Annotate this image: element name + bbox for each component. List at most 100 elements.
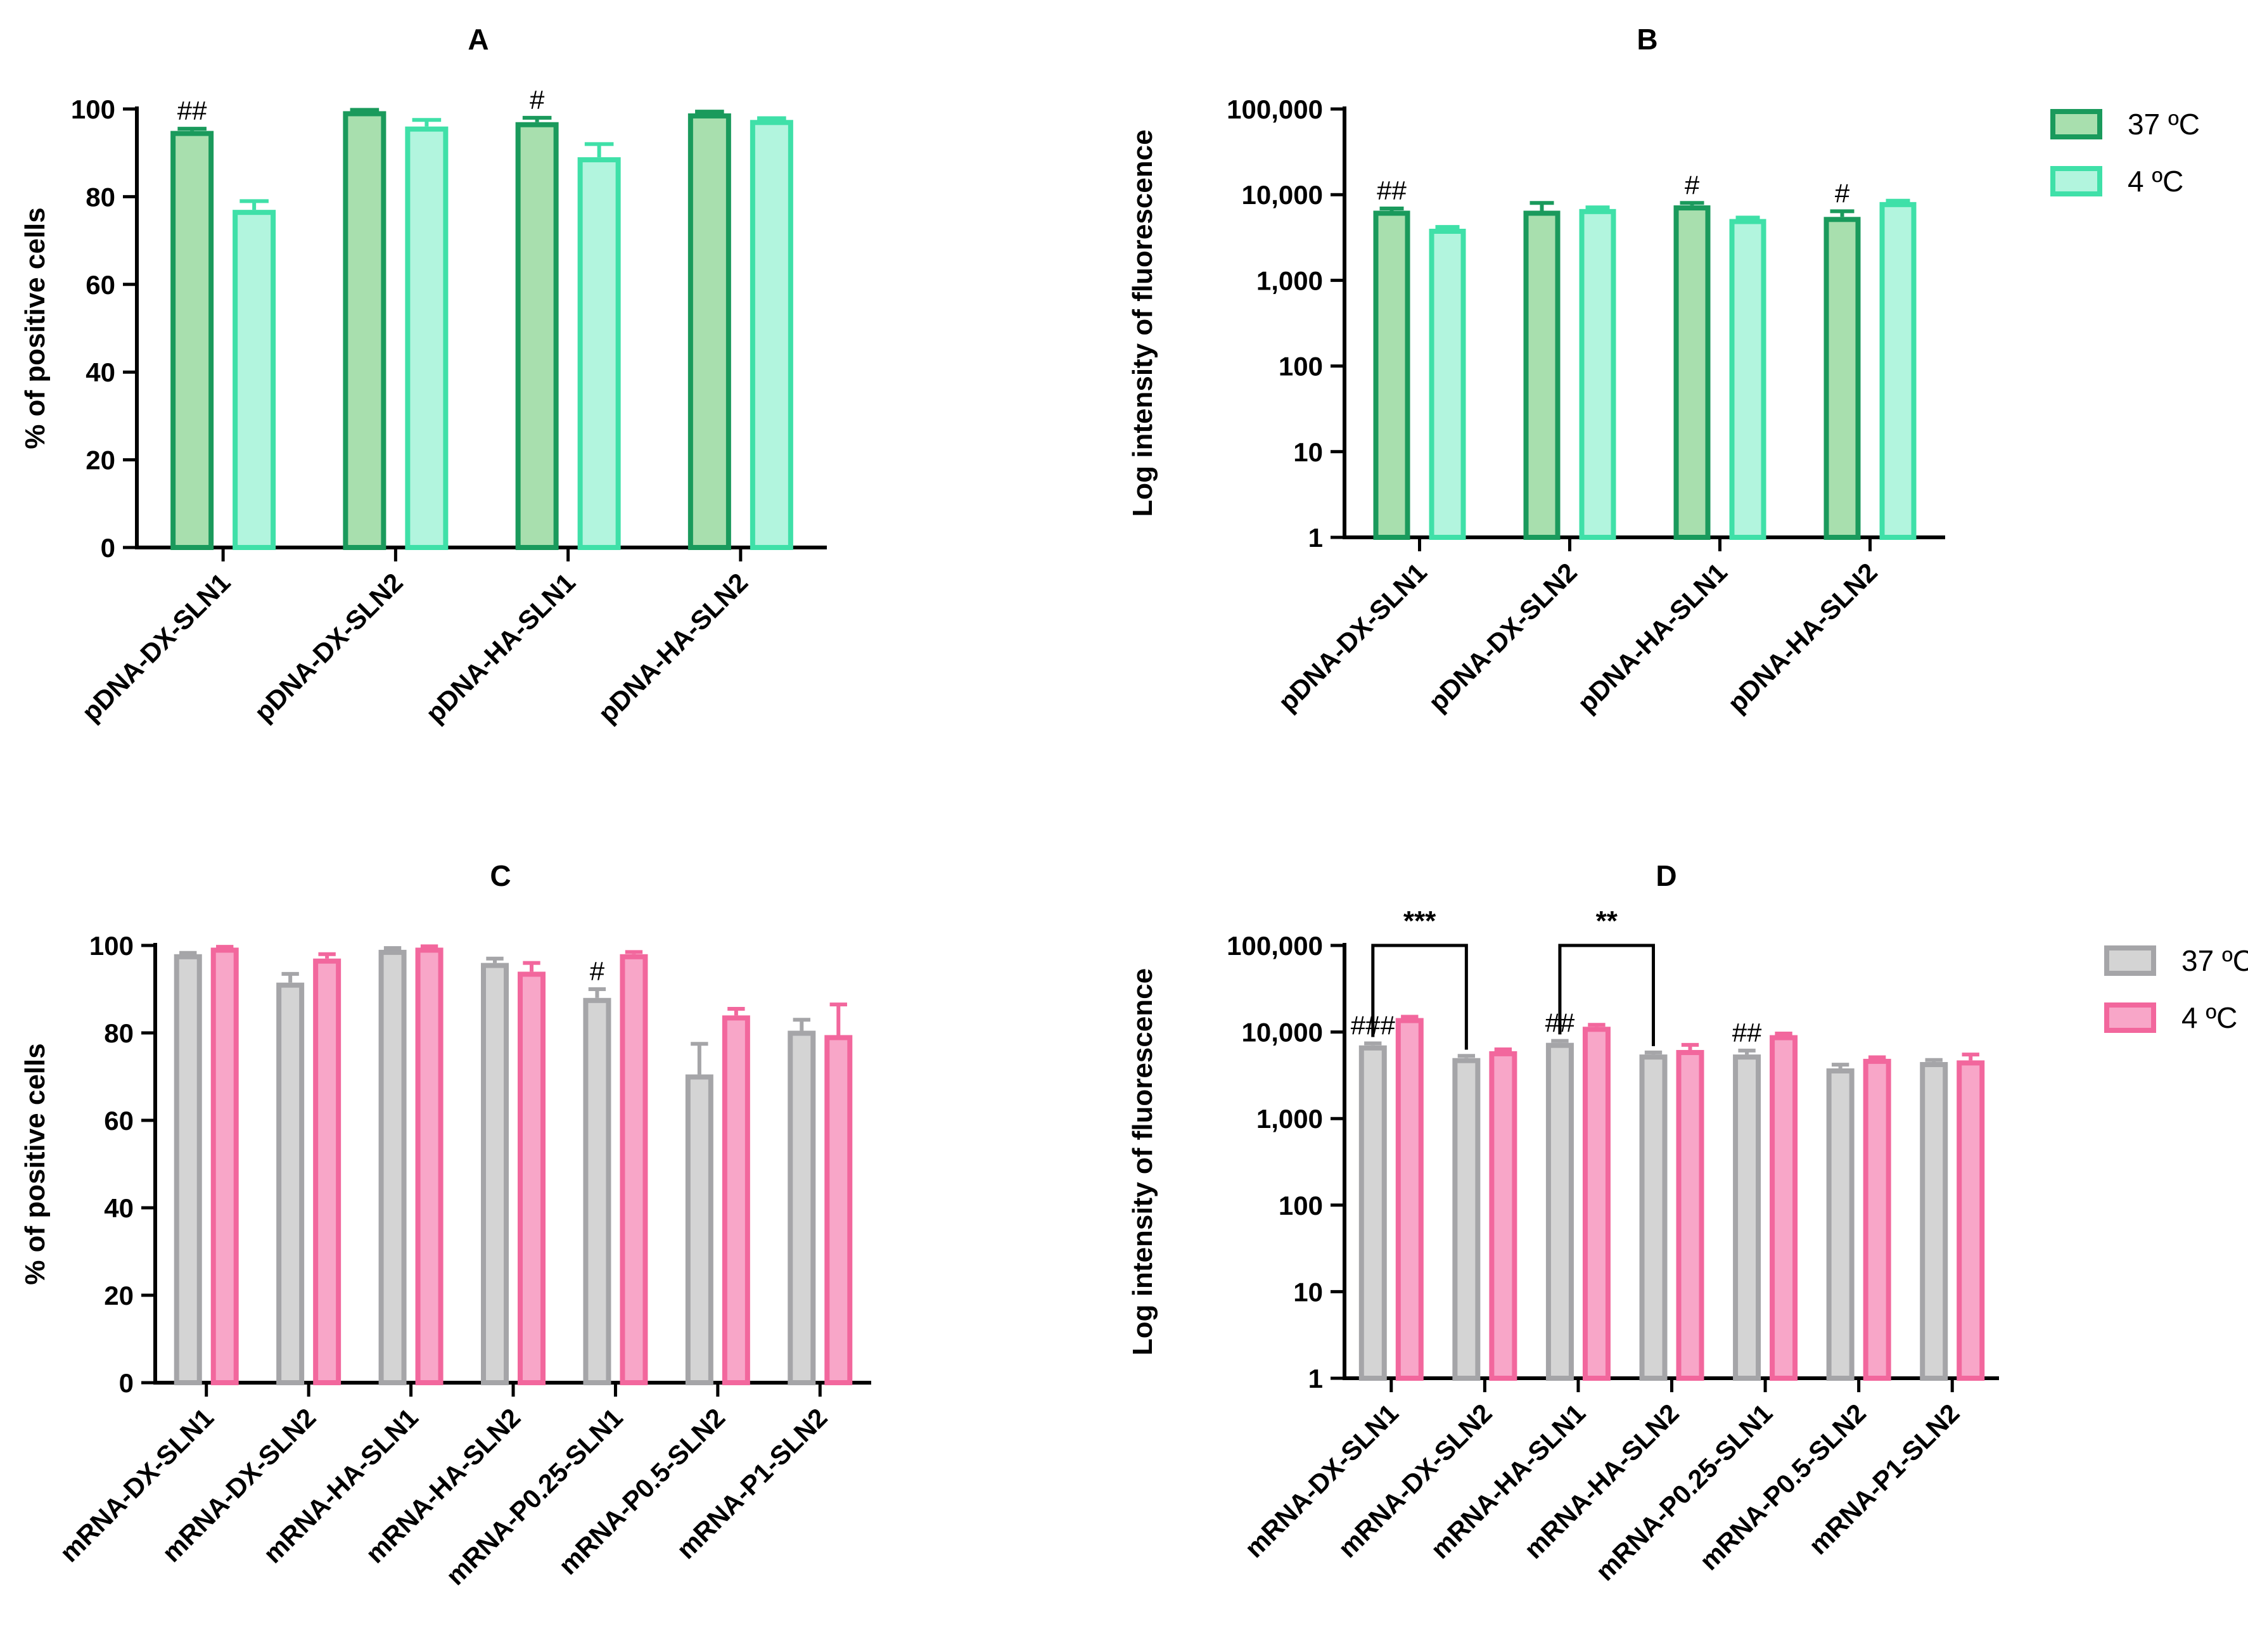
y-tick-label: 10 xyxy=(1293,437,1323,467)
bar xyxy=(170,131,214,551)
bar xyxy=(1489,1051,1517,1381)
x-tick-label: pDNA-DX-SLN1 xyxy=(76,567,236,727)
y-tick-label: 100 xyxy=(89,931,134,961)
bar xyxy=(1639,1054,1668,1381)
bar xyxy=(788,1030,816,1386)
bar xyxy=(685,1074,713,1386)
bar xyxy=(1823,217,1861,540)
bar xyxy=(687,113,731,551)
bar xyxy=(1429,229,1466,540)
y-tick-label: 10,000 xyxy=(1242,180,1323,210)
bar xyxy=(722,1015,750,1385)
significance-annotation: ## xyxy=(1377,176,1407,205)
significance-annotation: # xyxy=(590,956,605,986)
bar xyxy=(1673,205,1711,540)
bar xyxy=(210,947,239,1385)
y-tick-label: 80 xyxy=(104,1018,134,1048)
bar xyxy=(1957,1060,1985,1381)
legend-swatch xyxy=(2050,166,2102,196)
bar xyxy=(1826,1068,1855,1381)
bar xyxy=(343,111,386,550)
legend-label: 4 ºC xyxy=(2128,165,2183,198)
significance-annotation: # xyxy=(1835,178,1850,208)
legend-label: 37 ºC xyxy=(2181,944,2248,977)
y-axis-label: Log intensity of fluorescence xyxy=(1127,968,1158,1355)
bar xyxy=(481,963,509,1385)
panel-title: C xyxy=(490,859,511,892)
y-tick-label: 100,000 xyxy=(1227,931,1323,961)
legend-label: 37 ºC xyxy=(2128,108,2200,141)
y-tick-label: 100 xyxy=(1279,1191,1323,1220)
y-tick-label: 0 xyxy=(119,1368,134,1398)
bar xyxy=(233,210,276,551)
bar xyxy=(1452,1058,1481,1381)
bar xyxy=(1733,1054,1761,1381)
bar xyxy=(620,954,648,1386)
x-tick-label: pDNA-DX-SLN1 xyxy=(1272,557,1433,717)
bar xyxy=(1358,1045,1387,1381)
y-tick-label: 80 xyxy=(86,182,115,212)
y-tick-label: 10 xyxy=(1293,1277,1323,1307)
x-tick-label: mRNA-DX-SLN1 xyxy=(1239,1398,1404,1563)
significance-annotation: ## xyxy=(1732,1018,1762,1047)
panel-d: D Log intensity of fluorescence 1 10 100 1,00… xyxy=(1127,859,2248,1586)
y-tick-label: 40 xyxy=(86,357,115,387)
y-tick-label: 10,000 xyxy=(1242,1018,1323,1047)
significance-bracket xyxy=(1558,944,1655,1046)
y-tick-label: 40 xyxy=(104,1193,134,1223)
x-tick-label: mRNA-P0.25-SLN1 xyxy=(1590,1398,1778,1586)
bar xyxy=(1579,208,1616,540)
panel-b: B Log intensity of fluorescence 1 10 100 1,00… xyxy=(1127,23,2200,718)
bar xyxy=(1676,1049,1704,1381)
y-tick-label: 1,000 xyxy=(1256,1104,1323,1134)
legend-swatch xyxy=(2050,109,2102,139)
y-tick-label: 100,000 xyxy=(1227,94,1323,124)
x-tick-label: mRNA-HA-SLN1 xyxy=(1425,1398,1592,1565)
y-tick-label: 60 xyxy=(86,270,115,300)
significance-stars: ** xyxy=(1596,906,1618,937)
x-tick-label: pDNA-HA-SLN1 xyxy=(420,567,581,728)
bar xyxy=(1545,1042,1574,1381)
bar xyxy=(405,126,449,550)
legend-label: 4 ºC xyxy=(2181,1001,2237,1034)
significance-annotation: # xyxy=(1685,170,1700,200)
significance-stars: *** xyxy=(1403,906,1436,937)
x-tick-label: pDNA-HA-SLN2 xyxy=(1722,557,1883,718)
bar xyxy=(824,1035,853,1385)
y-axis-label: % of positive cells xyxy=(20,207,51,449)
bar xyxy=(415,947,444,1385)
x-tick-label: pDNA-DX-SLN2 xyxy=(1422,557,1583,717)
legend-swatch xyxy=(2104,945,2156,976)
bar xyxy=(1863,1058,1891,1381)
bar xyxy=(1729,219,1766,540)
x-tick-label: pDNA-HA-SLN2 xyxy=(592,567,753,728)
panel-title: D xyxy=(1656,859,1676,892)
y-tick-label: 100 xyxy=(71,94,115,124)
y-tick-label: 0 xyxy=(101,533,115,563)
y-tick-label: 1 xyxy=(1308,1364,1323,1393)
panel-a: A % of positive cells 0 20 40 60 80 100 pDNA-DX-… xyxy=(20,23,827,728)
x-tick-label: pDNA-HA-SLN1 xyxy=(1572,557,1733,718)
bar xyxy=(1373,210,1410,540)
panel-c: C% of positive cells020406080100mRNA-DX-… xyxy=(20,859,871,1591)
y-axis-label: Log intensity of fluorescence xyxy=(1127,129,1158,516)
y-tick-label: 1,000 xyxy=(1256,266,1323,295)
legend-swatch xyxy=(2104,1002,2156,1033)
y-tick-label: 100 xyxy=(1279,352,1323,381)
bar xyxy=(378,949,407,1385)
x-tick-label: mRNA-P0.25-SLN1 xyxy=(440,1402,628,1591)
bar xyxy=(750,120,793,551)
x-tick-label: mRNA-P0.5-SLN2 xyxy=(552,1402,731,1580)
x-tick-label: mRNA-P0.5-SLN2 xyxy=(1694,1398,1872,1576)
bar xyxy=(174,954,202,1386)
bar xyxy=(577,157,621,550)
bar xyxy=(276,982,305,1385)
y-tick-label: 20 xyxy=(86,445,115,475)
bar xyxy=(1879,202,1917,540)
bar xyxy=(313,958,342,1385)
panel-title: A xyxy=(468,23,489,56)
significance-annotation: # xyxy=(530,85,545,115)
y-tick-label: 60 xyxy=(104,1106,134,1136)
bar xyxy=(1395,1018,1424,1381)
